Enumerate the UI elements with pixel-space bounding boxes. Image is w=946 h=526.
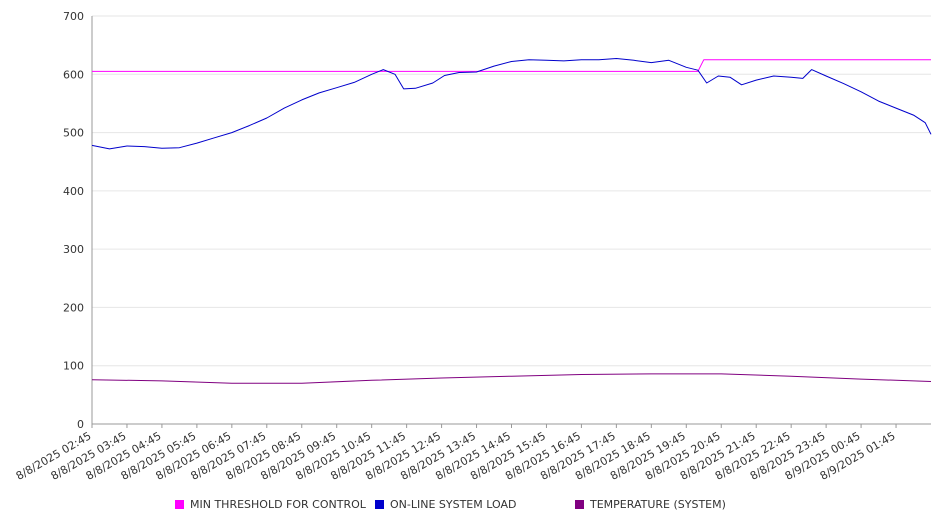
y-tick-label: 0 [77, 418, 84, 431]
chart-area: 0 100 200 300 400 500 600 700 8/8/2025 02:458/8… [14, 10, 932, 483]
legend-label-temperature: TEMPERATURE (SYSTEM) [590, 498, 726, 511]
y-tick-label: 200 [63, 301, 84, 314]
legend-item-min-threshold[interactable]: MIN THRESHOLD FOR CONTROL [175, 498, 366, 511]
series-line-system-load [91, 58, 932, 150]
legend-item-temperature[interactable]: TEMPERATURE (SYSTEM) [575, 498, 726, 511]
y-tick-label: 400 [63, 185, 84, 198]
legend-swatch-system-load [375, 500, 384, 509]
y-tick-label: 100 [63, 360, 84, 373]
y-tick-labels: 0 100 200 300 400 500 600 700 [63, 10, 84, 431]
x-tick-labels: 8/8/2025 02:458/8/2025 03:458/8/2025 04:… [14, 429, 898, 483]
y-tick-label: 700 [63, 10, 84, 23]
legend: MIN THRESHOLD FOR CONTROL ON-LINE SYSTEM… [0, 498, 946, 518]
legend-item-system-load[interactable]: ON-LINE SYSTEM LOAD [375, 498, 516, 511]
series-line-min-threshold [92, 59, 931, 72]
y-tick-label: 600 [63, 68, 84, 81]
legend-label-system-load: ON-LINE SYSTEM LOAD [390, 498, 517, 511]
y-tick-label: 500 [63, 127, 84, 140]
series-line-temperature [91, 373, 932, 384]
grid-lines [92, 15, 931, 367]
axes [91, 16, 931, 428]
legend-swatch-temperature [575, 500, 584, 509]
series-lines [91, 58, 932, 384]
legend-label-min-threshold: MIN THRESHOLD FOR CONTROL [190, 498, 366, 511]
y-tick-label: 300 [63, 243, 84, 256]
legend-swatch-min-threshold [175, 500, 184, 509]
